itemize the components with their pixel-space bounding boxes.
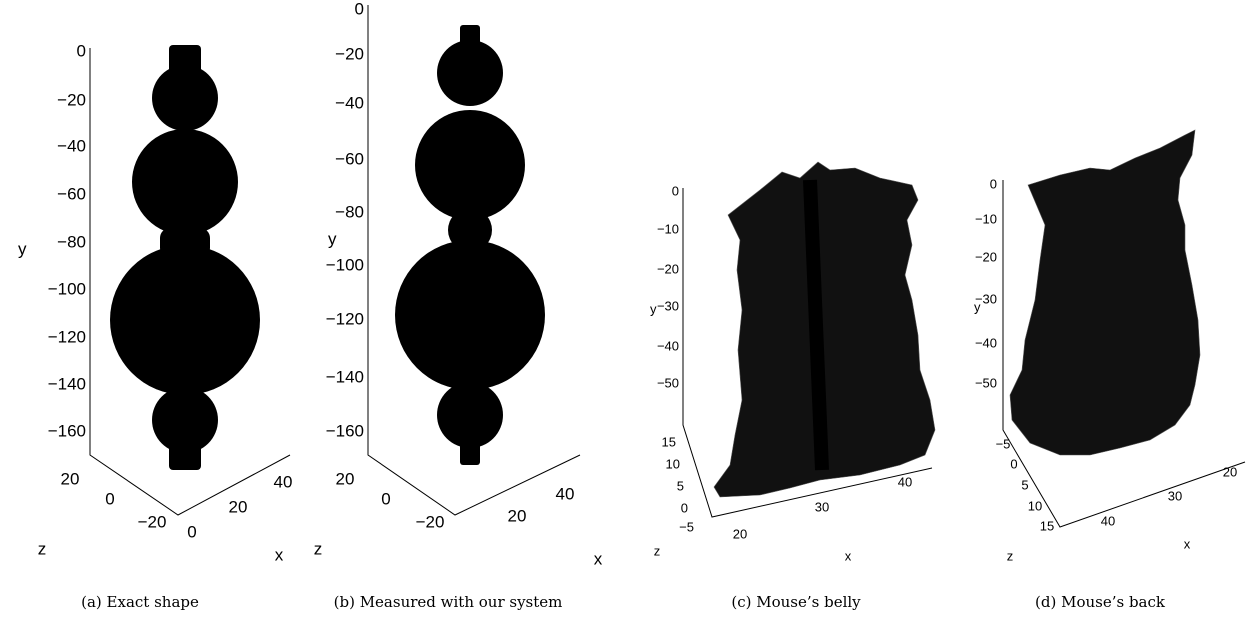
z-tick-label: 0 <box>1010 456 1017 471</box>
shape <box>395 25 545 465</box>
y-tick-label: −80 <box>57 232 86 251</box>
y-tick-label: 0 <box>77 41 86 60</box>
y-tick-label: −50 <box>657 375 679 390</box>
z-tick-label: 0 <box>105 489 114 508</box>
x-tick-label: 20 <box>1223 464 1237 479</box>
panel-a: 0 −20 −40 −60 −80 −100 −120 −140 −160 y … <box>18 41 292 611</box>
y-label: y <box>328 229 337 248</box>
y-tick-label: −140 <box>48 374 86 393</box>
y-label: y <box>974 299 981 314</box>
y-label: y <box>18 239 27 258</box>
x-tick-label: 20 <box>733 526 747 541</box>
y-tick-label: −140 <box>326 367 364 386</box>
y-tick-label: −160 <box>326 421 364 440</box>
y-tick-label: −80 <box>335 202 364 221</box>
z-label: z <box>38 539 47 558</box>
y-tick-label: −30 <box>657 298 679 313</box>
surface <box>1010 130 1200 455</box>
x-tick-label: 40 <box>898 474 912 489</box>
z-tick-label: 0 <box>681 500 688 515</box>
panel-d: 0 −10 −20 −30 −40 −50 y −5 0 5 10 15 40 … <box>974 130 1245 611</box>
y-tick-label: −40 <box>335 93 364 112</box>
y-tick-label: −100 <box>326 255 364 274</box>
x-tick-label: 20 <box>229 497 248 516</box>
y-tick-label: 0 <box>355 0 364 18</box>
y-tick-label: −60 <box>335 149 364 168</box>
z-label: z <box>654 543 661 558</box>
z-tick-label: −5 <box>996 436 1011 451</box>
x-label: x <box>594 549 603 568</box>
caption: (d) Mouse’s back <box>1035 593 1166 611</box>
y-tick-label: −10 <box>657 221 679 236</box>
panel-c: 0 −10 −20 −30 −40 −50 15 10 5 0 −5 y 20 … <box>650 162 935 611</box>
x-label: x <box>845 548 852 563</box>
y-tick-label: −50 <box>975 375 997 390</box>
shape <box>110 45 260 470</box>
z-tick-label: −5 <box>679 519 694 534</box>
x-tick-label: 30 <box>815 499 829 514</box>
y-tick-label: −20 <box>57 90 86 109</box>
y-tick-label: 0 <box>990 176 997 191</box>
x-tick-label: 40 <box>1101 513 1115 528</box>
y-tick-label: −10 <box>975 211 997 226</box>
x-tick-label: 0 <box>187 522 196 541</box>
y-tick-label: −40 <box>657 338 679 353</box>
y-tick-label: −120 <box>326 309 364 328</box>
z-tick-label: −20 <box>416 512 445 531</box>
caption: (c) Mouse’s belly <box>731 593 861 611</box>
caption: (b) Measured with our system <box>334 593 563 611</box>
z-tick-label: 0 <box>381 489 390 508</box>
x-tick-label: 40 <box>274 472 293 491</box>
z-tick-label: −20 <box>138 512 167 531</box>
z-label: z <box>1007 548 1014 563</box>
z-tick-label: 5 <box>677 478 684 493</box>
x-tick-label: 20 <box>508 506 527 525</box>
x-label: x <box>1184 536 1191 551</box>
y-tick-label: −160 <box>48 421 86 440</box>
y-tick-label: −120 <box>48 327 86 346</box>
z-label: z <box>314 539 323 558</box>
y-tick-label: −60 <box>57 184 86 203</box>
y-tick-label: −20 <box>335 44 364 63</box>
z-tick-label: 20 <box>336 469 355 488</box>
panel-b: 0 −20 −40 −60 −80 −100 −120 −140 −160 y … <box>314 0 603 611</box>
z-tick-label: 10 <box>666 456 680 471</box>
y-tick-label: −40 <box>57 136 86 155</box>
caption: (a) Exact shape <box>81 593 199 611</box>
z-tick-label: 5 <box>1021 477 1028 492</box>
y-label: y <box>650 301 657 316</box>
y-tick-label: −40 <box>975 335 997 350</box>
z-tick-label: 10 <box>1028 498 1042 513</box>
y-tick-label: 0 <box>672 183 679 198</box>
y-tick-label: −20 <box>975 249 997 264</box>
x-tick-label: 30 <box>1168 488 1182 503</box>
z-tick-label: 20 <box>61 469 80 488</box>
y-tick-label: −100 <box>48 279 86 298</box>
x-label: x <box>275 545 284 564</box>
z-tick-label: 15 <box>662 434 676 449</box>
figure: 0 −20 −40 −60 −80 −100 −120 −140 −160 y … <box>0 0 1251 619</box>
y-tick-label: −20 <box>657 261 679 276</box>
z-tick-label: 15 <box>1040 518 1054 533</box>
x-tick-label: 40 <box>556 484 575 503</box>
